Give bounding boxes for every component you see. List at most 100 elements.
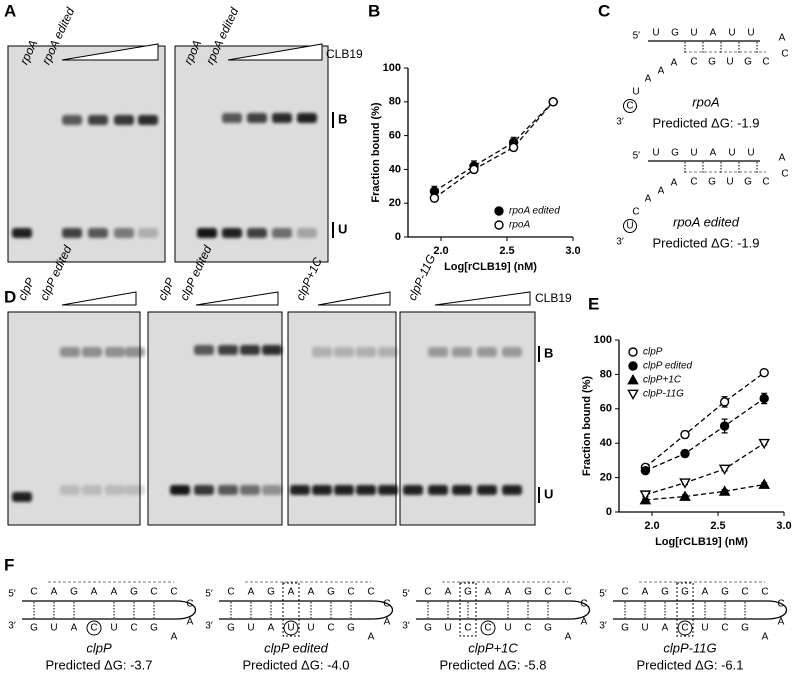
gel-background <box>147 311 283 526</box>
gel-band <box>125 347 145 357</box>
nucleotide: U <box>110 623 117 634</box>
three-prime: 3′ <box>616 117 624 128</box>
edit-site-circle <box>623 219 637 233</box>
gel-band <box>452 485 472 495</box>
band-label: U <box>338 221 347 236</box>
nucleotide: A <box>662 623 669 634</box>
gel-band <box>222 113 242 123</box>
nucleotide: A <box>645 74 652 85</box>
nucleotide: C <box>464 623 471 634</box>
gel-band <box>290 485 310 495</box>
three-prime: 3′ <box>599 621 607 632</box>
legend-label: rpoA edited <box>509 206 560 217</box>
three-prime: 3′ <box>616 237 624 248</box>
x-tick-label: 3.0 <box>565 245 580 257</box>
y-axis-label: Fraction bound (%) <box>370 102 382 203</box>
gel-band <box>12 228 32 238</box>
gel <box>287 311 398 526</box>
predicted-dg: Predicted ΔG: -1.9 <box>653 115 760 130</box>
nucleotide: C <box>621 587 628 598</box>
y-tick-label: 40 <box>389 163 401 175</box>
y-tick-label: 20 <box>389 197 401 209</box>
nucleotide: G <box>661 587 669 598</box>
predicted-dg: Predicted ΔG: -4.0 <box>243 657 350 672</box>
three-prime: 3′ <box>205 621 213 632</box>
nucleotide: A <box>642 587 649 598</box>
data-point <box>759 393 769 404</box>
lane-label: clpP <box>15 276 38 303</box>
gel-band <box>297 113 317 123</box>
gel-band <box>356 485 376 495</box>
gel-band <box>82 485 102 495</box>
gel-band <box>356 347 376 357</box>
gel-band <box>378 485 398 495</box>
edit-box <box>282 582 300 637</box>
data-point <box>429 193 440 203</box>
nucleotide: C <box>681 623 688 634</box>
gel-band <box>218 485 238 495</box>
nucleotide: A <box>308 587 315 598</box>
nucleotide: G <box>464 587 472 598</box>
nucleotide: C <box>690 57 697 68</box>
structure-name: clpP edited <box>264 640 329 655</box>
nucleotide: A <box>778 617 785 628</box>
nucleotide: G <box>671 148 679 159</box>
titration-wedge <box>61 291 137 306</box>
nucleotide: A <box>702 587 709 598</box>
gel-band <box>297 228 317 238</box>
gel-band <box>62 115 82 125</box>
nucleotide: G <box>524 587 532 598</box>
nucleotide: C <box>227 587 234 598</box>
data-point <box>759 367 769 378</box>
nucleotide: U <box>701 623 708 634</box>
nucleotide: C <box>30 587 37 598</box>
nucleotide: C <box>186 599 193 610</box>
nucleotide: C <box>130 623 137 634</box>
series-line <box>434 101 554 199</box>
nucleotide: G <box>267 587 275 598</box>
gel-band <box>138 115 158 125</box>
nucleotide: G <box>327 587 335 598</box>
legend-marker <box>628 347 638 357</box>
y-tick-label: 80 <box>389 96 401 108</box>
nucleotide: C <box>781 49 788 60</box>
titration-wedge <box>434 291 531 306</box>
data-point <box>719 421 730 431</box>
legend-label: clpP-11G <box>643 389 684 400</box>
legend-marker <box>627 373 639 385</box>
gel-band <box>272 228 292 238</box>
nucleotide: U <box>626 221 633 232</box>
gel-band <box>138 228 158 238</box>
predicted-dg: Predicted ΔG: -1.9 <box>653 235 760 250</box>
edit-site-circle <box>283 620 299 636</box>
data-point <box>758 478 770 489</box>
y-tick-label: 0 <box>395 231 401 243</box>
nucleotide: C <box>347 587 354 598</box>
gel-background <box>7 45 166 263</box>
nucleotide: C <box>626 101 633 112</box>
nucleotide: C <box>484 623 491 634</box>
gel-band <box>502 485 522 495</box>
nucleotide: A <box>91 587 98 598</box>
nucleotide: U <box>641 623 648 634</box>
nucleotide: A <box>368 632 375 643</box>
nucleotide: G <box>708 57 716 68</box>
y-tick-label: 20 <box>600 472 612 484</box>
edit-site-circle <box>480 620 496 636</box>
y-tick-label: 0 <box>606 506 612 518</box>
data-point <box>680 448 690 459</box>
band-label: B <box>338 111 347 126</box>
y-tick-label: 40 <box>600 437 612 449</box>
y-tick-label: 100 <box>383 62 401 74</box>
series-line <box>645 397 765 472</box>
nucleotide: C <box>150 587 157 598</box>
lane-label: clpP <box>155 276 178 303</box>
rna-backbone <box>22 600 196 620</box>
data-point <box>679 490 691 501</box>
nucleotide: C <box>580 599 587 610</box>
lane-label: clpP-11G <box>405 252 438 302</box>
edit-box <box>676 582 694 637</box>
nucleotide: A <box>762 632 769 643</box>
